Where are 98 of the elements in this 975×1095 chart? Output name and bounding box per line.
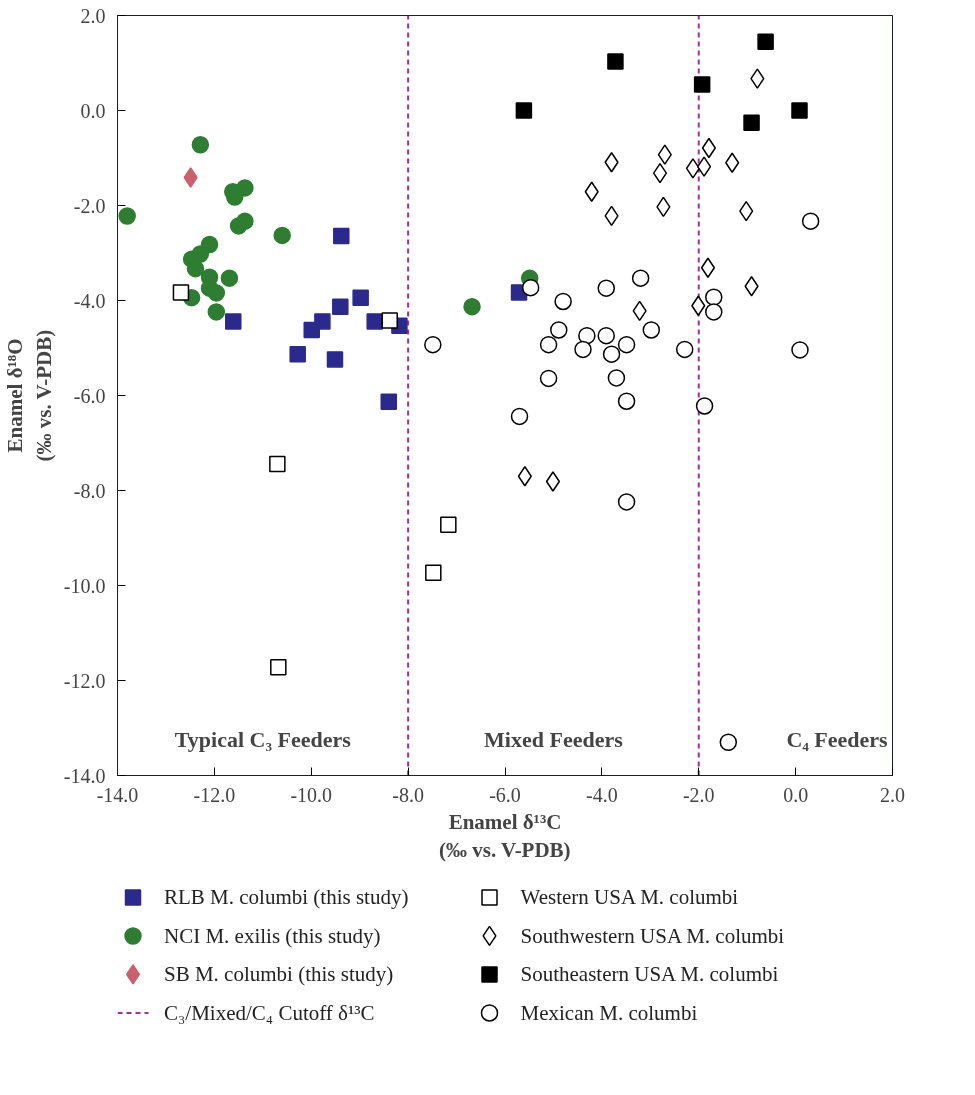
point — [617, 493, 636, 511]
y-tick-label: -12.0 — [63, 669, 106, 692]
legend-label: RLB M. columbi (this study) — [164, 885, 409, 910]
point — [701, 137, 717, 159]
point — [604, 152, 619, 173]
point — [607, 53, 624, 70]
point — [691, 295, 706, 316]
point — [118, 207, 136, 225]
point — [273, 226, 291, 245]
point — [719, 733, 738, 751]
point — [545, 471, 561, 492]
point — [584, 181, 599, 202]
x-tick-label: -10.0 — [290, 783, 333, 806]
point — [517, 466, 532, 487]
y-tick-label: 2.0 — [80, 4, 106, 27]
point — [550, 321, 568, 339]
x-tick-label: -8.0 — [392, 783, 424, 806]
y-tick-label: -4.0 — [73, 289, 106, 312]
point — [801, 212, 820, 230]
point — [381, 312, 398, 329]
point — [744, 276, 759, 297]
point — [695, 397, 714, 415]
y-tick-label: -6.0 — [73, 384, 106, 407]
point — [183, 167, 198, 188]
point — [463, 297, 481, 316]
point — [539, 335, 558, 354]
point — [617, 335, 636, 354]
point — [236, 179, 254, 197]
legend-label: Mexican M. columbi — [520, 1000, 698, 1025]
legend-label: NCI M. exilis (this study) — [164, 923, 381, 948]
x-axis-title: Enamel δ¹³C (‰ vs. V-PDB) — [439, 809, 571, 863]
point — [675, 340, 694, 359]
x-tick-label: 0.0 — [783, 783, 809, 806]
point — [380, 393, 397, 410]
annotation: Typical C₃ Feeders — [174, 726, 352, 752]
point — [574, 340, 592, 359]
point — [425, 564, 442, 581]
point — [597, 326, 615, 345]
point — [424, 335, 442, 354]
annotation: C₄ Feeders — [786, 726, 889, 752]
point — [700, 257, 716, 278]
point — [743, 114, 760, 132]
point — [366, 313, 383, 330]
point — [657, 144, 672, 165]
y-tick-label: -10.0 — [63, 574, 106, 597]
y-axis-title: Enamel δ¹⁸O (‰ vs. V-PDB) — [3, 329, 56, 462]
x-tick-label: -2.0 — [682, 783, 715, 806]
x-tick-label: -4.0 — [586, 783, 618, 806]
y-tick-label: -8.0 — [73, 479, 106, 502]
point — [510, 407, 529, 426]
point — [597, 279, 615, 297]
point — [791, 341, 809, 359]
point — [220, 269, 239, 287]
point — [172, 284, 190, 301]
point — [757, 33, 774, 50]
legend-label: C₃/Mixed/C₄ Cutoff δ¹³C — [164, 1000, 375, 1025]
point — [750, 68, 765, 89]
point — [207, 284, 226, 302]
point — [333, 227, 350, 245]
point — [791, 102, 808, 119]
point — [303, 321, 320, 339]
x-tick-label: -12.0 — [193, 783, 236, 806]
y-tick-label: 0.0 — [80, 99, 106, 122]
x-tick-label: 2.0 — [880, 783, 905, 806]
point — [440, 516, 457, 533]
point — [191, 135, 210, 154]
point — [685, 158, 701, 179]
point — [554, 292, 572, 311]
point — [652, 162, 668, 184]
point — [289, 345, 306, 363]
point — [696, 156, 712, 177]
annotation: Mixed Feeders — [484, 726, 624, 752]
point — [207, 303, 226, 321]
x-tick-label: -6.0 — [489, 783, 521, 806]
point — [539, 369, 558, 388]
point — [326, 351, 344, 368]
point — [725, 152, 740, 173]
point — [352, 289, 369, 306]
legend-label: SB M. columbi (this study) — [164, 962, 394, 987]
point — [693, 76, 711, 93]
point — [515, 102, 533, 119]
point — [270, 658, 287, 676]
point — [705, 303, 723, 321]
legend-label: Western USA M. columbi — [520, 885, 739, 910]
point — [631, 269, 650, 287]
point — [332, 298, 349, 315]
legend-label: Southeastern USA M. columbi — [520, 962, 779, 987]
point — [236, 212, 254, 230]
point — [602, 345, 621, 363]
point — [642, 321, 661, 339]
point — [617, 392, 636, 410]
point — [225, 313, 242, 330]
point — [521, 278, 540, 297]
point — [269, 455, 286, 473]
point — [607, 369, 626, 387]
legend-label: Southwestern USA M. columbi — [520, 923, 785, 948]
point — [705, 288, 723, 306]
y-tick-label: -2.0 — [73, 194, 106, 217]
